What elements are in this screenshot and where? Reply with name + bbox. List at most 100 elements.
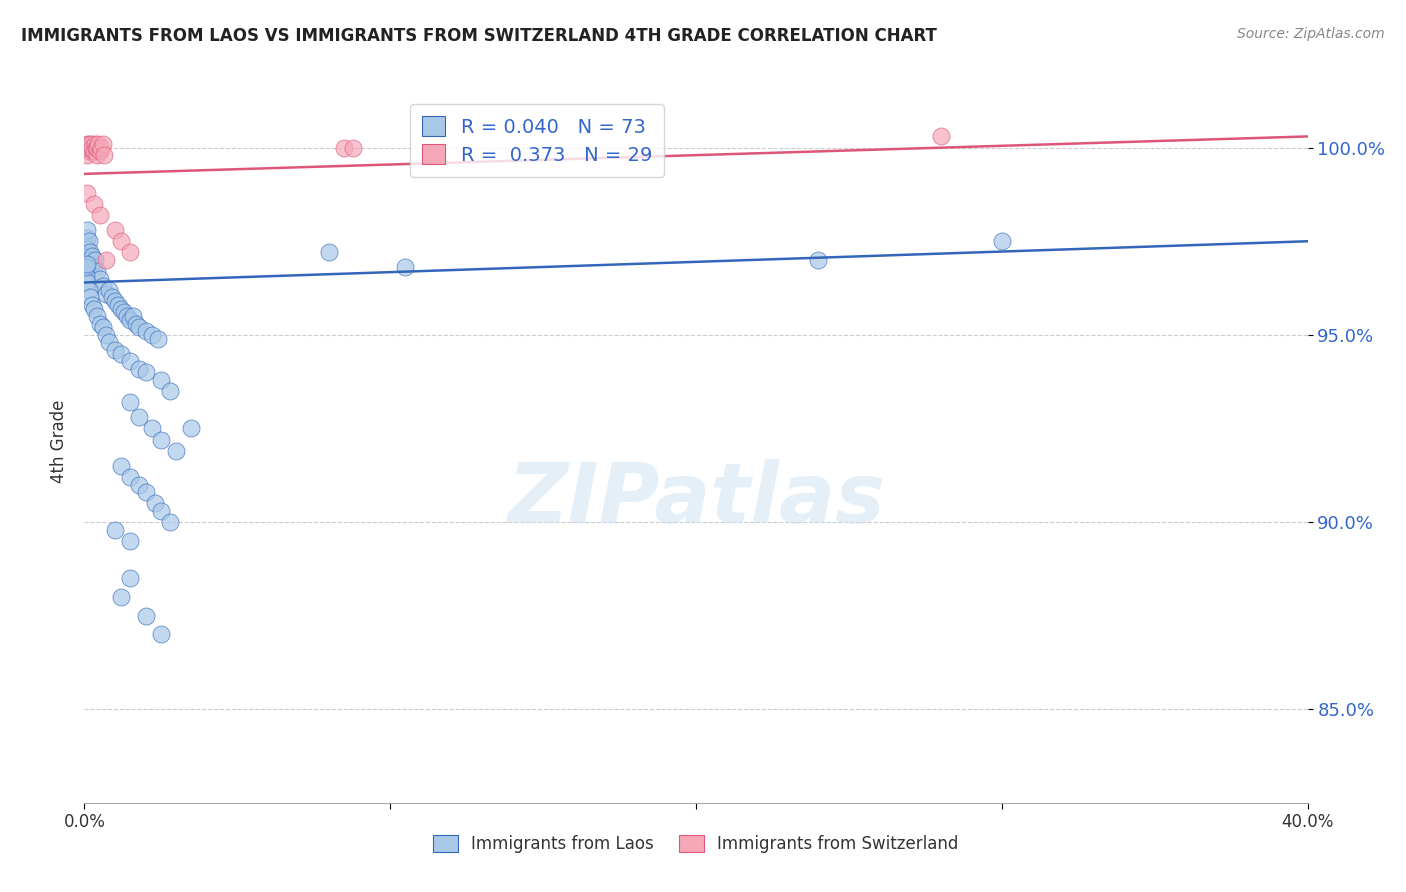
Point bbox=[394, 260, 416, 275]
Point bbox=[76, 230, 98, 244]
Point bbox=[76, 136, 98, 151]
Text: Source: ZipAtlas.com: Source: ZipAtlas.com bbox=[1237, 27, 1385, 41]
Point bbox=[86, 309, 108, 323]
Point bbox=[79, 245, 101, 260]
Point bbox=[76, 186, 98, 200]
Point bbox=[76, 276, 98, 290]
Point bbox=[135, 608, 157, 623]
Point bbox=[89, 208, 111, 222]
Point bbox=[135, 365, 157, 379]
Point bbox=[165, 443, 187, 458]
Point bbox=[104, 343, 127, 357]
Point bbox=[76, 257, 98, 271]
Text: IMMIGRANTS FROM LAOS VS IMMIGRANTS FROM SWITZERLAND 4TH GRADE CORRELATION CHART: IMMIGRANTS FROM LAOS VS IMMIGRANTS FROM … bbox=[21, 27, 936, 45]
Point bbox=[120, 245, 142, 260]
Point bbox=[149, 504, 172, 518]
Point bbox=[115, 309, 138, 323]
Point bbox=[125, 317, 148, 331]
Point bbox=[146, 332, 169, 346]
Point bbox=[80, 298, 103, 312]
Point bbox=[807, 252, 830, 267]
Point bbox=[75, 141, 97, 155]
Point bbox=[120, 470, 142, 484]
Point bbox=[104, 223, 127, 237]
Point bbox=[94, 252, 117, 267]
Point bbox=[84, 136, 107, 151]
Point bbox=[110, 301, 132, 316]
Point bbox=[159, 384, 181, 398]
Point bbox=[83, 301, 105, 316]
Legend: Immigrants from Laos, Immigrants from Switzerland: Immigrants from Laos, Immigrants from Sw… bbox=[426, 828, 966, 860]
Point bbox=[159, 515, 181, 529]
Point bbox=[77, 283, 100, 297]
Point bbox=[86, 264, 108, 278]
Point bbox=[90, 141, 112, 155]
Point bbox=[79, 145, 101, 159]
Point bbox=[342, 141, 364, 155]
Point bbox=[77, 136, 100, 151]
Point bbox=[128, 477, 150, 491]
Point bbox=[97, 335, 120, 350]
Point bbox=[84, 252, 107, 267]
Y-axis label: 4th Grade: 4th Grade bbox=[49, 400, 67, 483]
Point bbox=[75, 268, 97, 282]
Point bbox=[89, 145, 111, 159]
Point bbox=[77, 234, 100, 248]
Point bbox=[107, 298, 129, 312]
Point bbox=[128, 320, 150, 334]
Point bbox=[149, 433, 172, 447]
Text: ZIPatlas: ZIPatlas bbox=[508, 458, 884, 540]
Point bbox=[75, 238, 97, 252]
Point bbox=[79, 252, 101, 267]
Point bbox=[89, 271, 111, 285]
Point bbox=[94, 327, 117, 342]
Point bbox=[83, 260, 105, 275]
Point bbox=[120, 354, 142, 368]
Point bbox=[77, 249, 100, 263]
Point bbox=[83, 196, 105, 211]
Point bbox=[91, 320, 114, 334]
Point bbox=[141, 327, 163, 342]
Point bbox=[80, 141, 103, 155]
Point bbox=[333, 141, 356, 155]
Point bbox=[929, 129, 952, 144]
Point bbox=[143, 496, 166, 510]
Point bbox=[86, 141, 108, 155]
Point bbox=[141, 421, 163, 435]
Point bbox=[76, 148, 98, 162]
Point bbox=[122, 309, 145, 323]
Point bbox=[87, 136, 110, 151]
Point bbox=[120, 313, 142, 327]
Point bbox=[110, 234, 132, 248]
Point bbox=[120, 571, 142, 585]
Point bbox=[77, 141, 100, 155]
Point bbox=[120, 533, 142, 548]
Point bbox=[120, 395, 142, 409]
Point bbox=[135, 324, 157, 338]
Point bbox=[112, 305, 135, 319]
Point bbox=[94, 286, 117, 301]
Point bbox=[97, 283, 120, 297]
Point bbox=[86, 148, 108, 162]
Point bbox=[91, 279, 114, 293]
Point bbox=[89, 317, 111, 331]
Point bbox=[101, 290, 124, 304]
Point bbox=[91, 136, 114, 151]
Point bbox=[180, 421, 202, 435]
Point bbox=[76, 223, 98, 237]
Point bbox=[80, 257, 103, 271]
Point bbox=[79, 290, 101, 304]
Point bbox=[149, 373, 172, 387]
Point bbox=[76, 242, 98, 256]
Point bbox=[110, 590, 132, 604]
Point bbox=[83, 145, 105, 159]
Point bbox=[110, 346, 132, 360]
Point bbox=[318, 245, 340, 260]
Point bbox=[80, 136, 103, 151]
Point bbox=[149, 627, 172, 641]
Point bbox=[128, 410, 150, 425]
Point bbox=[93, 148, 115, 162]
Point bbox=[75, 260, 97, 275]
Point bbox=[135, 485, 157, 500]
Point bbox=[79, 141, 101, 155]
